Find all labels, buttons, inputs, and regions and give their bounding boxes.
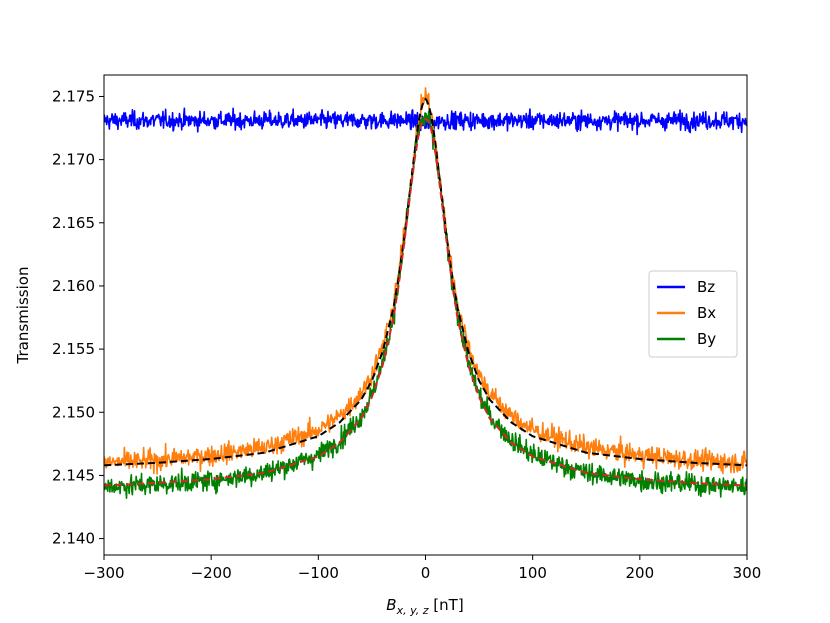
x-tick-label: −100 [298,564,339,582]
fit-line-1 [104,97,747,467]
x-axis-label-main: B [386,596,396,614]
y-tick-label: 2.160 [52,277,95,295]
fit-layer [104,97,747,487]
x-tick-label: −300 [83,564,124,582]
fit-line-2 [104,118,747,487]
y-axis-label: Transmission [14,267,32,365]
legend: Bz Bx By [648,270,738,358]
legend-label-bz: Bz [697,278,715,296]
y-tick-label: 2.140 [52,530,95,548]
legend-label-by: By [697,330,716,348]
x-tick-label: 0 [421,564,431,582]
legend-label-bx: Bx [697,304,716,322]
y-tick-label: 2.145 [52,466,95,484]
x-tick-label: −200 [191,564,232,582]
y-axis: 2.140 2.145 2.150 2.155 2.160 2.165 2.170 2.175 [52,87,104,548]
x-axis-label-sub: x, y, z [396,604,429,617]
legend-frame [648,270,738,358]
y-tick-label: 2.150 [52,403,95,421]
x-tick-label: 200 [626,564,655,582]
x-axis: −300 −200 −100 0 100 200 300 [83,555,761,582]
y-tick-label: 2.170 [52,151,95,169]
x-axis-label: Bx, y, z [nT] [386,596,463,617]
series-line-by [104,110,747,499]
x-axis-label-unit: [nT] [429,596,464,614]
x-tick-label: 300 [733,564,762,582]
y-tick-label: 2.165 [52,214,95,232]
y-tick-label: 2.155 [52,340,95,358]
series-line-bx [104,87,747,475]
x-tick-label: 100 [518,564,547,582]
series-line-bz [104,107,747,136]
y-tick-label: 2.175 [52,87,95,105]
